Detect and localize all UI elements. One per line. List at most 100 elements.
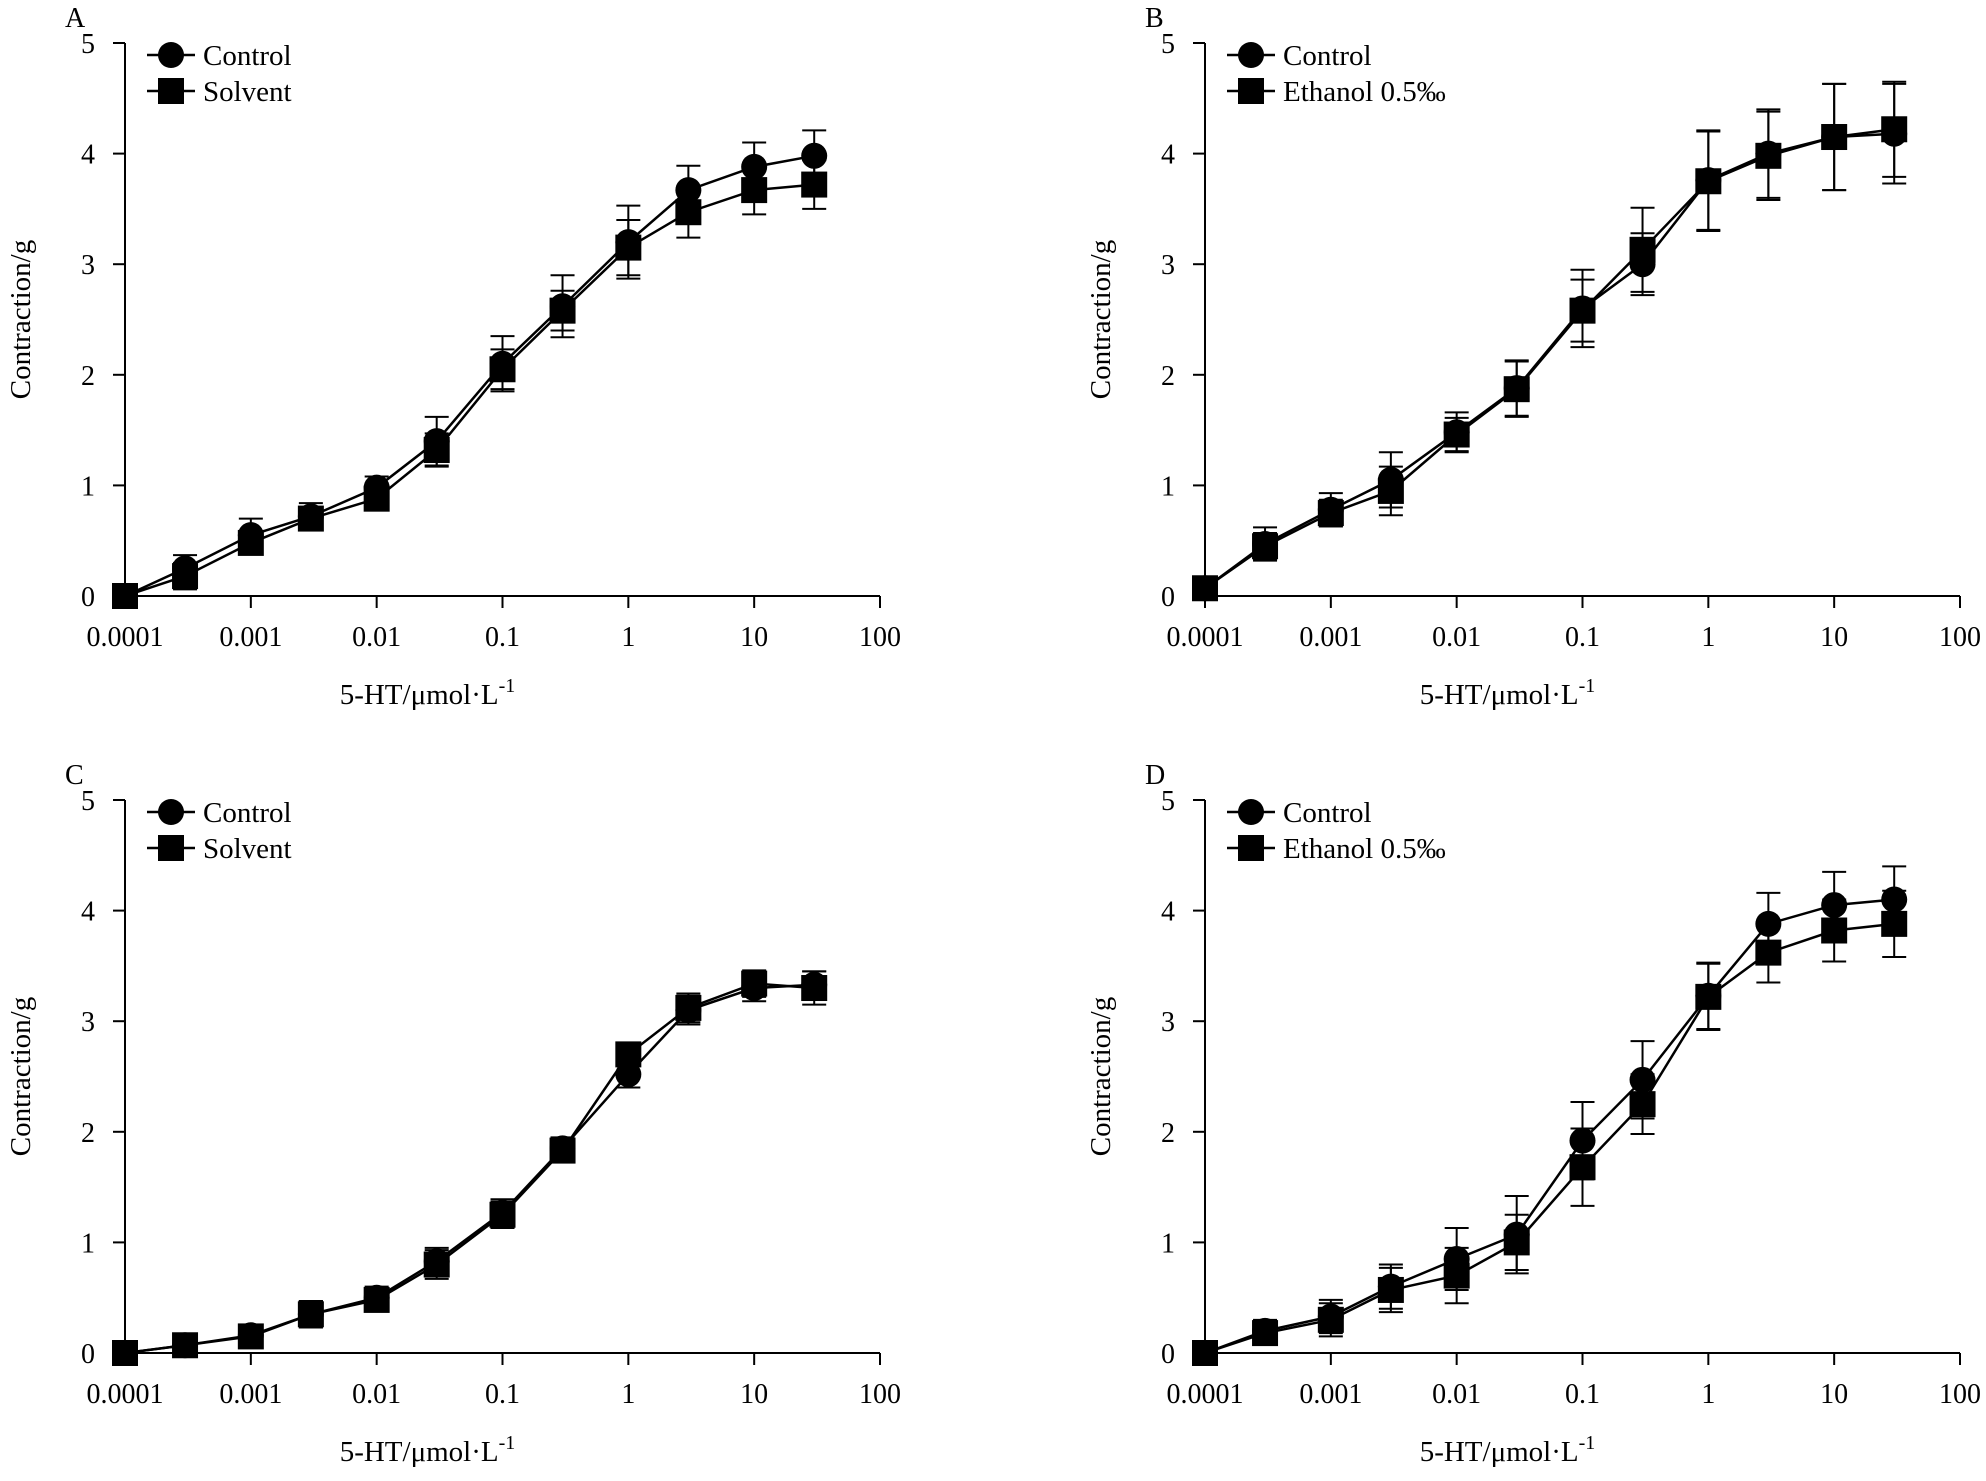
square-data-point xyxy=(1192,1340,1218,1366)
square-data-point xyxy=(1503,1229,1530,1256)
y-tick-label: 2 xyxy=(1161,361,1175,392)
series-line xyxy=(124,183,815,598)
y-tick-label: 4 xyxy=(81,897,95,928)
square-data-point xyxy=(112,1340,138,1366)
x-tick-label: 10 xyxy=(740,622,768,653)
legend-label: Solvent xyxy=(203,76,292,108)
legend-label: Control xyxy=(1283,40,1372,72)
y-tick-label: 3 xyxy=(81,1007,95,1038)
square-data-point xyxy=(489,1201,516,1228)
square-marker-icon xyxy=(1238,78,1264,104)
x-axis-title-main: 5-HT/μmol·L xyxy=(1420,679,1579,711)
circle-data-point xyxy=(801,142,828,169)
x-tick-label: 1 xyxy=(621,622,635,653)
square-data-point xyxy=(1192,575,1218,602)
square-data-point xyxy=(615,1041,642,1068)
x-tick-label: 0.0001 xyxy=(87,622,164,653)
x-tick-label: 1 xyxy=(1701,622,1715,653)
legend-label: Control xyxy=(203,40,292,72)
x-tick-label: 0.0001 xyxy=(1167,622,1244,653)
x-axis-title-main: 5-HT/μmol·L xyxy=(340,679,499,711)
square-data-point xyxy=(1503,376,1530,403)
x-tick-label: 0.001 xyxy=(1299,622,1362,653)
series-circle xyxy=(1192,82,1908,602)
series-line xyxy=(124,154,815,598)
x-tick-label: 0.1 xyxy=(485,622,520,653)
square-data-point xyxy=(1443,1262,1470,1289)
square-data-point xyxy=(801,975,828,1002)
y-tick-label: 5 xyxy=(1161,29,1175,60)
square-data-point xyxy=(1569,1154,1596,1181)
y-tick-label: 5 xyxy=(81,29,95,60)
x-axis-title-superscript: -1 xyxy=(1579,675,1596,697)
x-tick-label: 0.001 xyxy=(1299,1379,1362,1410)
circle-marker-icon xyxy=(158,42,184,68)
series-line xyxy=(1204,922,1895,1355)
x-tick-label: 0.0001 xyxy=(87,1379,164,1410)
x-axis-title-superscript: -1 xyxy=(1579,1432,1596,1454)
y-axis-title: Contraction/g xyxy=(1085,997,1117,1156)
chart-panel-c: C 0 1 2 3 4 5 0.0001 0.001 0.01 0.1 1 10 100 Contracti… xyxy=(5,760,901,1468)
square-data-point xyxy=(489,356,516,383)
square-data-point xyxy=(801,171,828,198)
series-circle xyxy=(112,970,828,1366)
square-data-point xyxy=(1821,917,1848,944)
square-data-point xyxy=(423,437,450,464)
legend-label: Control xyxy=(203,797,292,829)
x-axis-title-main: 5-HT/μmol·L xyxy=(1420,1436,1579,1468)
chart-panel-a: A 0 1 2 3 4 5 0.0001 0.001 0.01 0.1 1 10 100 Contracti… xyxy=(5,3,901,711)
chart-panel-b: B 0 1 2 3 4 5 0.0001 0.001 0.01 0.1 1 10 100 Contracti… xyxy=(1085,3,1981,711)
y-tick-label: 0 xyxy=(1161,1339,1175,1370)
x-axis-title-main: 5-HT/μmol·L xyxy=(340,1436,499,1468)
y-axis-title: Contraction/g xyxy=(1085,240,1117,399)
panel-label: A xyxy=(65,3,86,34)
square-data-point xyxy=(1695,983,1722,1010)
square-data-point xyxy=(1821,124,1848,151)
legend-label: Ethanol 0.5‰ xyxy=(1283,76,1446,108)
square-data-point xyxy=(675,994,702,1021)
square-data-point xyxy=(741,970,768,997)
y-tick-label: 3 xyxy=(1161,1007,1175,1038)
square-data-point xyxy=(615,234,642,261)
square-data-point xyxy=(297,505,324,532)
square-data-point xyxy=(1755,939,1782,966)
square-data-point xyxy=(1377,1276,1404,1303)
series-line xyxy=(124,982,815,1355)
x-tick-label: 1 xyxy=(621,1379,635,1410)
square-marker-icon xyxy=(1238,835,1264,861)
square-data-point xyxy=(112,583,138,609)
square-data-point xyxy=(172,1332,199,1359)
panel-label: B xyxy=(1145,3,1164,34)
y-tick-label: 1 xyxy=(81,471,95,502)
x-tick-label: 100 xyxy=(859,622,901,653)
square-data-point xyxy=(1377,477,1404,504)
legend-label: Control xyxy=(1283,797,1372,829)
square-data-point xyxy=(1569,297,1596,324)
y-tick-label: 2 xyxy=(1161,1118,1175,1149)
square-data-point xyxy=(1881,116,1908,143)
square-data-point xyxy=(172,563,199,590)
series-line xyxy=(1204,128,1895,590)
square-data-point xyxy=(1629,1091,1656,1118)
square-data-point xyxy=(1252,1320,1279,1347)
x-tick-label: 100 xyxy=(1939,1379,1981,1410)
circle-marker-icon xyxy=(1238,42,1264,68)
square-data-point xyxy=(1695,168,1722,195)
x-tick-label: 100 xyxy=(859,1379,901,1410)
x-tick-label: 10 xyxy=(1820,622,1848,653)
chart-panel-d: D 0 1 2 3 4 5 0.0001 0.001 0.01 0.1 1 10 100 Contracti… xyxy=(1085,760,1981,1468)
series-square xyxy=(112,159,828,609)
series-line xyxy=(1204,132,1895,590)
square-data-point xyxy=(1629,236,1656,263)
square-data-point xyxy=(1881,910,1908,937)
square-data-point xyxy=(423,1251,450,1278)
square-data-point xyxy=(237,1323,264,1350)
square-data-point xyxy=(1317,1306,1344,1333)
y-axis-title: Contraction/g xyxy=(5,240,37,399)
x-tick-label: 0.01 xyxy=(1432,1379,1481,1410)
square-data-point xyxy=(1443,421,1470,448)
y-tick-label: 4 xyxy=(1161,897,1175,928)
x-tick-label: 0.001 xyxy=(219,622,282,653)
y-tick-label: 5 xyxy=(81,786,95,817)
x-axis-title: 5-HT/μmol·L-1 xyxy=(1420,1432,1596,1468)
